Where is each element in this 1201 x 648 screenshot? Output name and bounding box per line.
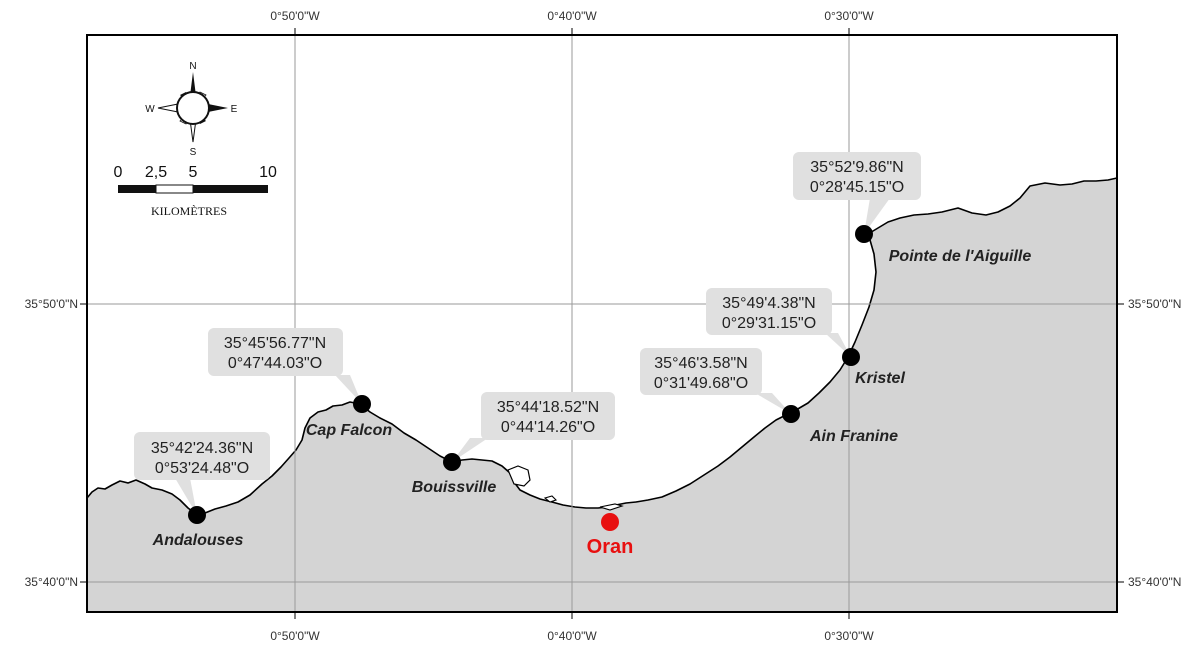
city-label-oran: Oran: [587, 536, 634, 558]
scale-tick-2-5: 2,5: [145, 164, 167, 181]
scale-tick-5: 5: [189, 164, 198, 181]
callout-lat: 35°45'56.77"N: [224, 335, 326, 352]
callout-lon: 0°29'31.15"O: [722, 315, 816, 332]
callout-lat: 35°52'9.86"N: [810, 159, 903, 176]
lon-label-bottom-3: 0°30'0"W: [824, 629, 874, 643]
callout-lat: 35°42'24.36"N: [151, 440, 253, 457]
site-label-ain-franine: Ain Franine: [809, 428, 898, 445]
callout-lat: 35°44'18.52"N: [497, 399, 599, 416]
callout-andalouses: 35°42'24.36"N 0°53'24.48"O: [134, 432, 270, 515]
harbour-outline: [543, 495, 624, 511]
frame-ticks: [80, 28, 1124, 619]
callout-bouissville: 35°44'18.52"N 0°44'14.26"O: [452, 392, 615, 462]
lat-label-left-2: 35°40'0"N: [25, 575, 78, 589]
site-marker-kristel[interactable]: [842, 348, 860, 366]
site-label-pointe-aiguille: Pointe de l'Aiguille: [889, 248, 1032, 265]
callout-lat: 35°46'3.58"N: [654, 355, 747, 372]
callout-lon: 0°44'14.26"O: [501, 419, 595, 436]
callout-ain-franine: 35°46'3.58"N 0°31'49.68"O: [640, 348, 791, 414]
scale-bar: 0 2,5 5 10 KILOMÈTRES: [114, 164, 277, 218]
lon-label-top-2: 0°40'0"W: [547, 9, 597, 23]
land-area: [86, 177, 1118, 613]
site-label-bouissville: Bouissville: [412, 479, 497, 496]
callout-lon: 0°47'44.03"O: [228, 355, 322, 372]
site-label-andalouses: Andalouses: [152, 532, 244, 549]
site-marker-cap-falcon[interactable]: [353, 395, 371, 413]
lat-label-left-1: 35°50'0"N: [25, 297, 78, 311]
scale-unit-label: KILOMÈTRES: [151, 204, 227, 218]
site-marker-bouissville[interactable]: [443, 453, 461, 471]
city-marker-oran[interactable]: [601, 513, 619, 531]
site-label-cap-falcon: Cap Falcon: [306, 422, 392, 439]
callout-pointe-aiguille: 35°52'9.86"N 0°28'45.15"O: [793, 152, 921, 234]
lon-label-top-3: 0°30'0"W: [824, 9, 874, 23]
callout-lon: 0°31'49.68"O: [654, 375, 748, 392]
compass-rose-icon: N S W E: [145, 61, 237, 158]
callout-lon: 0°53'24.48"O: [155, 460, 249, 477]
lon-label-bottom-2: 0°40'0"W: [547, 629, 597, 643]
site-marker-ain-franine[interactable]: [782, 405, 800, 423]
lat-label-right-1: 35°50'0"N: [1128, 297, 1181, 311]
scale-tick-0: 0: [114, 164, 123, 181]
callout-lon: 0°28'45.15"O: [810, 179, 904, 196]
site-marker-pointe-aiguille[interactable]: [855, 225, 873, 243]
callout-cap-falcon: 35°45'56.77"N 0°47'44.03"O: [208, 328, 362, 404]
callout-kristel: 35°49'4.38"N 0°29'31.15"O: [706, 288, 851, 357]
scale-tick-10: 10: [259, 164, 277, 181]
compass-s-label: S: [190, 147, 197, 158]
callout-lat: 35°49'4.38"N: [722, 295, 815, 312]
graticule: [87, 35, 1117, 612]
site-label-kristel: Kristel: [855, 370, 905, 387]
compass-e-label: E: [231, 104, 238, 115]
lat-label-right-2: 35°40'0"N: [1128, 575, 1181, 589]
site-marker-andalouses[interactable]: [188, 506, 206, 524]
map-frame: [86, 34, 1118, 613]
lon-label-bottom-1: 0°50'0"W: [270, 629, 320, 643]
lon-label-top-1: 0°50'0"W: [270, 9, 320, 23]
compass-n-label: N: [189, 61, 196, 72]
compass-w-label: W: [145, 104, 155, 115]
sebkha-outline: [507, 465, 531, 487]
